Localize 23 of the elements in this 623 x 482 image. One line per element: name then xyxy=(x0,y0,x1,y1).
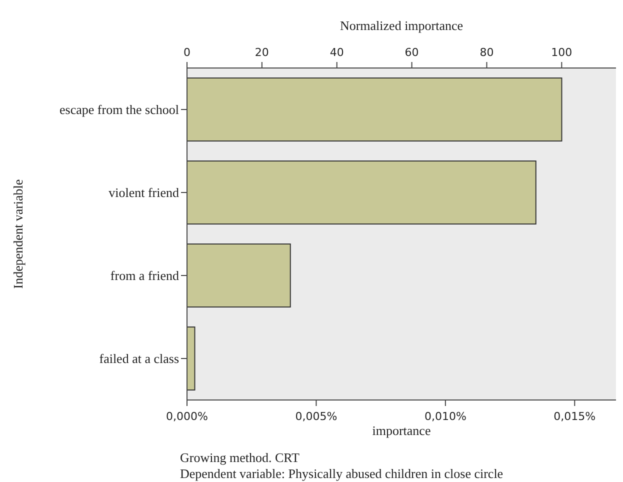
y-axis-title: Independent variable xyxy=(10,179,26,289)
y-tick-label: failed at a class xyxy=(99,351,179,366)
x2-tick-label: 80 xyxy=(480,46,494,59)
x2-tick-label: 100 xyxy=(551,46,572,59)
bar xyxy=(187,160,536,224)
x2-tick-label: 20 xyxy=(254,46,269,59)
x2-axis-title: Normalized importance xyxy=(340,18,464,33)
text: Dependent variable: Physically abused children in close circle xyxy=(180,466,504,482)
x-tick-label: 0,005% xyxy=(295,410,338,423)
bar xyxy=(187,326,196,390)
x-tick-label: 0,015% xyxy=(554,410,596,423)
bar xyxy=(187,77,562,142)
text: Growing method. CRT xyxy=(180,450,300,466)
x-tick-label: 0,010% xyxy=(424,410,466,423)
x-axis-title: importance xyxy=(372,423,431,438)
x2-tick-label: 60 xyxy=(404,46,419,59)
x2-tick-label: 40 xyxy=(330,46,344,59)
y-tick-label: from a friend xyxy=(110,268,180,284)
x2-tick-label: 0 xyxy=(184,46,190,59)
bar xyxy=(187,243,291,308)
y-tick-label: violent friend xyxy=(108,185,180,200)
y-tick-label: escape from the school xyxy=(60,102,180,118)
x-tick-label: 0,000% xyxy=(166,410,208,423)
